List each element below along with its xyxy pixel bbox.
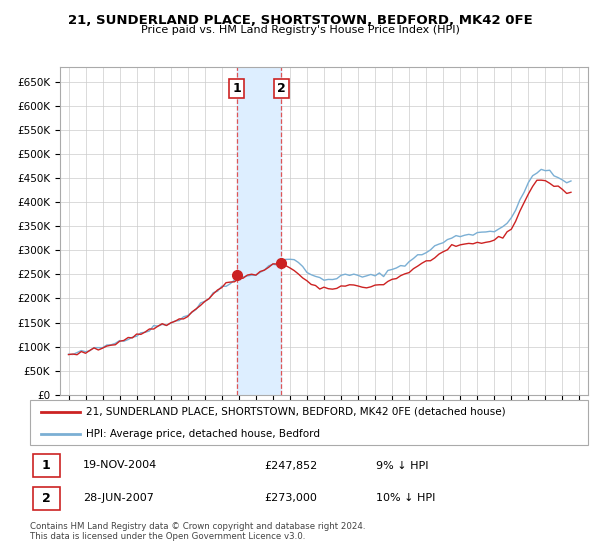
- FancyBboxPatch shape: [33, 487, 59, 510]
- Text: 19-NOV-2004: 19-NOV-2004: [83, 460, 157, 470]
- Text: 2: 2: [42, 492, 50, 505]
- Text: 1: 1: [42, 459, 50, 472]
- Text: Contains HM Land Registry data © Crown copyright and database right 2024.
This d: Contains HM Land Registry data © Crown c…: [30, 522, 365, 542]
- Text: 10% ↓ HPI: 10% ↓ HPI: [376, 493, 436, 503]
- Text: 21, SUNDERLAND PLACE, SHORTSTOWN, BEDFORD, MK42 0FE: 21, SUNDERLAND PLACE, SHORTSTOWN, BEDFOR…: [68, 14, 532, 27]
- Text: Price paid vs. HM Land Registry's House Price Index (HPI): Price paid vs. HM Land Registry's House …: [140, 25, 460, 35]
- Text: 1: 1: [232, 82, 241, 95]
- Text: 9% ↓ HPI: 9% ↓ HPI: [376, 460, 428, 470]
- Text: £247,852: £247,852: [265, 460, 317, 470]
- Text: 2: 2: [277, 82, 286, 95]
- FancyBboxPatch shape: [30, 400, 588, 445]
- Bar: [237, 67, 281, 395]
- Text: 21, SUNDERLAND PLACE, SHORTSTOWN, BEDFORD, MK42 0FE (detached house): 21, SUNDERLAND PLACE, SHORTSTOWN, BEDFOR…: [86, 407, 505, 417]
- FancyBboxPatch shape: [33, 454, 59, 477]
- Text: HPI: Average price, detached house, Bedford: HPI: Average price, detached house, Bedf…: [86, 429, 320, 439]
- Text: 28-JUN-2007: 28-JUN-2007: [83, 493, 154, 503]
- Text: £273,000: £273,000: [265, 493, 317, 503]
